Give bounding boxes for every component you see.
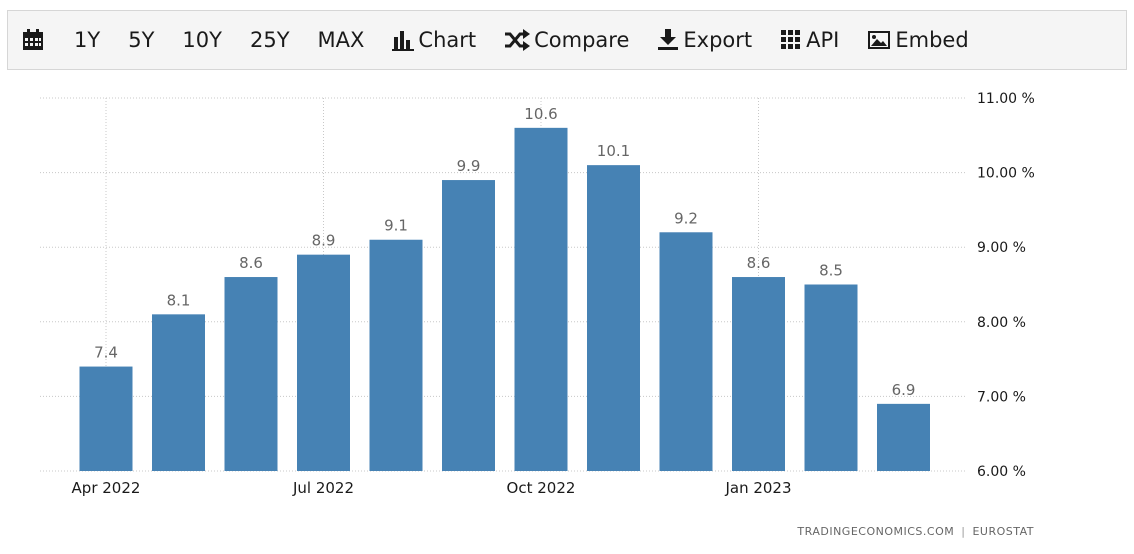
bar [442,180,495,471]
y-tick-label: 11.00 % [977,91,1035,107]
bar-chart: 7.4 8.1 8.6 8.9 9.1 9.9 10.6 10.1 9.2 8.6 8.5 6.9 Ap… [40,91,1035,497]
bar [877,403,930,471]
y-tick-label: 9.00 % [977,240,1026,256]
x-tick-label: Jul 2022 [292,479,354,497]
data-label: 6.9 [892,381,916,399]
data-label: 9.1 [384,217,408,235]
x-tick-label: Jan 2023 [724,479,791,497]
bar [514,127,568,471]
api-button[interactable]: API [766,20,853,60]
embed-button-label: Embed [895,28,969,52]
export-button[interactable]: Export [643,20,766,60]
grid-icon [781,30,801,49]
credit-source-tradingeconomics[interactable]: TRADINGECONOMICS.COM [797,525,955,538]
source-credit: TRADINGECONOMICS.COM | EUROSTAT [797,525,1034,538]
bar-chart-icon [392,31,415,51]
data-label: 9.2 [674,209,698,227]
bar [732,277,785,471]
image-icon [868,31,891,49]
data-label: 10.1 [597,142,630,160]
credit-source-eurostat[interactable]: EUROSTAT [972,525,1034,538]
compare-button[interactable]: Compare [490,20,643,60]
calendar-icon [23,29,43,50]
data-label: 10.6 [524,105,557,123]
embed-button[interactable]: Embed [853,20,982,60]
export-button-label: Export [683,28,753,52]
data-label: 8.1 [167,291,191,309]
range-25y-button[interactable]: 25Y [249,28,290,52]
chart-area: 7.4 8.1 8.6 8.9 9.1 9.9 10.6 10.1 9.2 8.6 8.5 6.9 Ap… [0,75,1134,550]
data-label: 9.9 [457,157,481,175]
data-label: 7.4 [94,344,118,362]
bar [224,277,278,471]
range-5y-button[interactable]: 5Y [128,28,155,52]
shuffle-icon [505,29,531,51]
data-label: 8.6 [747,254,771,272]
chart-button[interactable]: Chart [378,20,490,60]
download-icon [658,29,679,50]
y-tick-label: 8.00 % [977,315,1026,331]
chart-toolbar: 1Y 5Y 10Y 25Y MAX Chart Compare Export [7,10,1127,70]
y-tick-label: 10.00 % [977,166,1035,182]
chart-button-label: Chart [418,28,477,52]
bar [297,254,350,471]
y-tick-label: 6.00 % [977,464,1026,480]
range-1y-button[interactable]: 1Y [74,28,101,52]
calendar-button[interactable] [20,20,60,60]
y-tick-label: 7.00 % [977,389,1026,405]
bar [369,239,423,471]
x-tick-label: Apr 2022 [72,479,141,497]
data-label: 8.6 [239,254,263,272]
bar [587,165,640,471]
data-label: 8.9 [312,232,336,250]
bar [804,284,858,471]
bar [79,366,133,471]
bar [659,232,713,471]
data-label: 8.5 [819,262,843,280]
compare-button-label: Compare [534,28,630,52]
range-10y-button[interactable]: 10Y [182,28,222,52]
bar [152,314,205,471]
x-tick-label: Oct 2022 [507,479,576,497]
api-button-label: API [806,28,840,52]
range-max-button[interactable]: MAX [317,28,365,52]
